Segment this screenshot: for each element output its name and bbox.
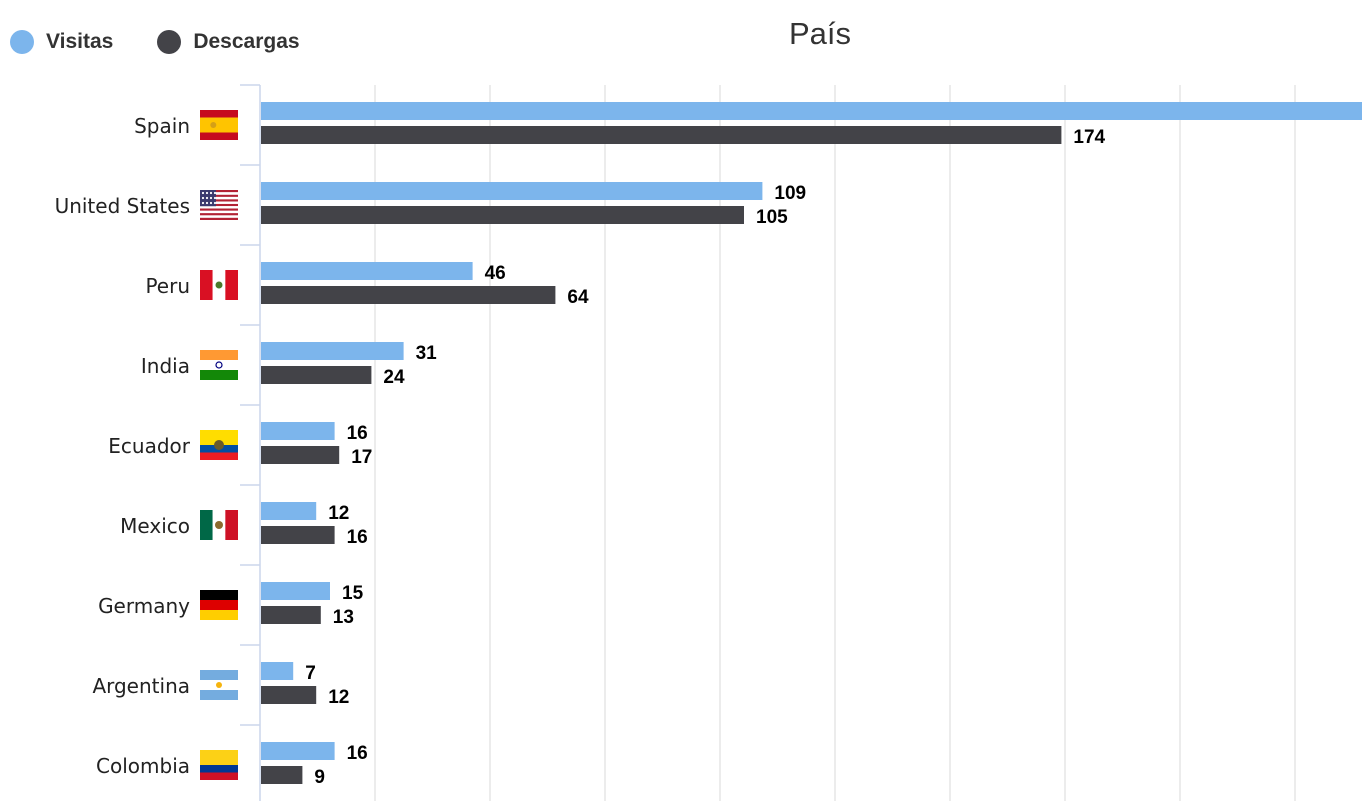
germany-flag-icon bbox=[200, 590, 238, 620]
data-label: 24 bbox=[383, 367, 405, 388]
bar[interactable] bbox=[261, 206, 744, 224]
category-label: Spain bbox=[134, 114, 190, 138]
chart-title: País bbox=[788, 16, 852, 51]
bar[interactable] bbox=[261, 606, 321, 624]
data-label: 16 bbox=[347, 423, 368, 444]
legend-label-visitas: Visitas bbox=[46, 30, 114, 53]
data-label: 13 bbox=[333, 607, 354, 628]
data-label: 15 bbox=[342, 583, 364, 604]
argentina-flag-icon bbox=[200, 670, 238, 700]
data-label: 17 bbox=[351, 447, 372, 468]
legend-label-descargas: Descargas bbox=[193, 30, 300, 53]
data-label: 105 bbox=[756, 207, 788, 228]
category-label: Ecuador bbox=[108, 434, 190, 458]
bar[interactable] bbox=[261, 526, 335, 544]
bar[interactable] bbox=[261, 182, 763, 200]
data-label: 9 bbox=[314, 767, 325, 788]
data-label: 12 bbox=[328, 503, 349, 524]
spain-flag-icon bbox=[200, 110, 238, 140]
colombia-flag-icon bbox=[200, 750, 238, 780]
data-label: 12 bbox=[328, 687, 349, 708]
bar[interactable] bbox=[261, 126, 1062, 144]
data-label: 174 bbox=[1073, 127, 1105, 148]
bar[interactable] bbox=[261, 342, 404, 360]
ecuador-flag-icon bbox=[200, 430, 238, 460]
grid bbox=[374, 85, 1296, 801]
data-label: 16 bbox=[347, 743, 368, 764]
category-label: Colombia bbox=[96, 754, 190, 778]
peru-flag-icon bbox=[200, 270, 238, 300]
category-label: Germany bbox=[98, 594, 190, 618]
data-label: 7 bbox=[305, 663, 316, 684]
category-label: Argentina bbox=[92, 674, 190, 698]
mexico-flag-icon bbox=[200, 510, 238, 540]
bar[interactable] bbox=[261, 446, 340, 464]
data-label: 16 bbox=[347, 527, 368, 548]
legend-swatch-visitas bbox=[10, 30, 34, 54]
category-label: Peru bbox=[145, 274, 190, 298]
bar[interactable] bbox=[261, 262, 473, 280]
bar[interactable] bbox=[261, 502, 317, 520]
bar[interactable] bbox=[261, 766, 303, 784]
bar[interactable] bbox=[261, 422, 335, 440]
legend-swatch-descargas bbox=[157, 30, 182, 54]
bar[interactable] bbox=[261, 286, 556, 304]
bar[interactable] bbox=[261, 662, 294, 680]
legend: Visitas Descargas bbox=[10, 30, 344, 54]
bar[interactable] bbox=[261, 366, 372, 384]
category-label: India bbox=[141, 354, 190, 378]
data-label: 31 bbox=[416, 343, 438, 364]
data-label: 46 bbox=[485, 263, 506, 284]
bar[interactable] bbox=[261, 742, 335, 760]
bar[interactable] bbox=[261, 686, 317, 704]
data-label: 64 bbox=[567, 287, 589, 308]
bar[interactable] bbox=[261, 102, 1362, 120]
bar[interactable] bbox=[261, 582, 330, 600]
legend-item-descargas[interactable]: Descargas bbox=[157, 30, 300, 54]
legend-item-visitas[interactable]: Visitas bbox=[10, 30, 113, 54]
united-states-flag-icon bbox=[200, 190, 238, 220]
india-flag-icon bbox=[200, 350, 238, 380]
category-label: Mexico bbox=[120, 514, 190, 538]
category-label: United States bbox=[55, 194, 190, 218]
data-label: 109 bbox=[774, 183, 806, 204]
